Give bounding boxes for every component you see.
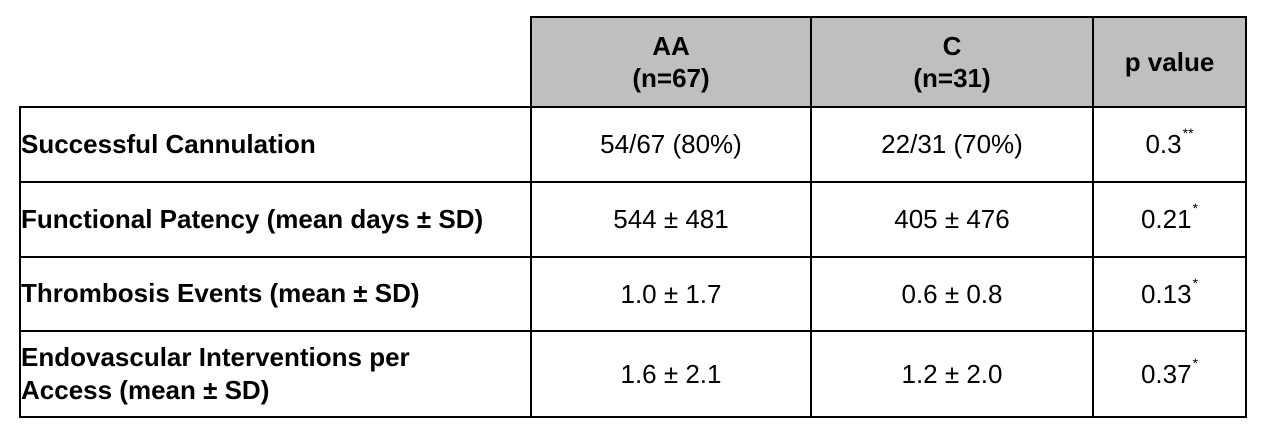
p-value-footnote-mark: *: [1192, 354, 1199, 371]
table-row: Endovascular Interventions per Access (m…: [19, 330, 1247, 418]
header-p-value-title: p value: [1124, 46, 1215, 77]
p-value-text: 0.37: [1140, 358, 1192, 389]
row-label: Thrombosis Events (mean ± SD): [19, 256, 532, 332]
header-corner-cell: [20, 17, 532, 108]
cell-c: 405 ± 476: [810, 181, 1094, 258]
header-c: C (n=31): [810, 16, 1094, 108]
cell-p-value: 0.37*: [1092, 330, 1247, 418]
p-value-footnote-mark: *: [1192, 200, 1199, 216]
header-p-value: p value: [1092, 16, 1247, 108]
header-c-subtitle: (n=31): [913, 63, 991, 93]
cell-p-value: 0.21*: [1092, 181, 1247, 258]
cell-p-value: 0.13*: [1092, 256, 1247, 332]
cell-aa: 54/67 (80%): [530, 106, 812, 183]
row-label-line: Thrombosis Events (mean ± SD): [21, 278, 420, 309]
p-value-text: 0.3: [1145, 129, 1182, 159]
cell-c: 1.2 ± 2.0: [810, 330, 1094, 418]
cell-c: 22/31 (70%): [810, 106, 1094, 183]
table-row: Thrombosis Events (mean ± SD) 1.0 ± 1.7 …: [19, 256, 1247, 332]
row-label: Endovascular Interventions per Access (m…: [19, 330, 532, 418]
p-value-footnote-mark: *: [1192, 274, 1199, 291]
p-value-footnote-mark: **: [1182, 125, 1194, 141]
row-label-line: Access (mean ± SD): [21, 375, 270, 405]
table-row: Functional Patency (mean days ± SD) 544 …: [19, 181, 1247, 258]
header-aa: AA (n=67): [530, 16, 812, 108]
cell-aa: 1.0 ± 1.7: [530, 256, 812, 332]
row-label-line: Endovascular Interventions per: [21, 341, 410, 372]
row-label: Successful Cannulation: [19, 106, 532, 183]
header-aa-title: AA: [652, 30, 690, 61]
header-aa-subtitle: (n=67): [632, 63, 710, 93]
header-c-title: C: [942, 30, 962, 61]
cell-p-value: 0.3**: [1092, 106, 1247, 183]
cell-c: 0.6 ± 0.8: [810, 256, 1094, 332]
p-value-text: 0.21: [1140, 204, 1192, 234]
p-value-text: 0.13: [1140, 278, 1192, 309]
header-row: AA (n=67) C (n=31) p value: [20, 16, 1247, 108]
row-label-line: Successful Cannulation: [21, 128, 316, 159]
cell-aa: 544 ± 481: [530, 181, 812, 258]
row-label: Functional Patency (mean days ± SD): [19, 181, 532, 258]
results-table: AA (n=67) C (n=31) p value Successful Ca…: [19, 16, 1247, 418]
row-label-line: Functional Patency (mean days ± SD): [21, 203, 484, 234]
table-row: Successful Cannulation 54/67 (80%) 22/31…: [19, 106, 1247, 183]
cell-aa: 1.6 ± 2.1: [530, 330, 812, 418]
